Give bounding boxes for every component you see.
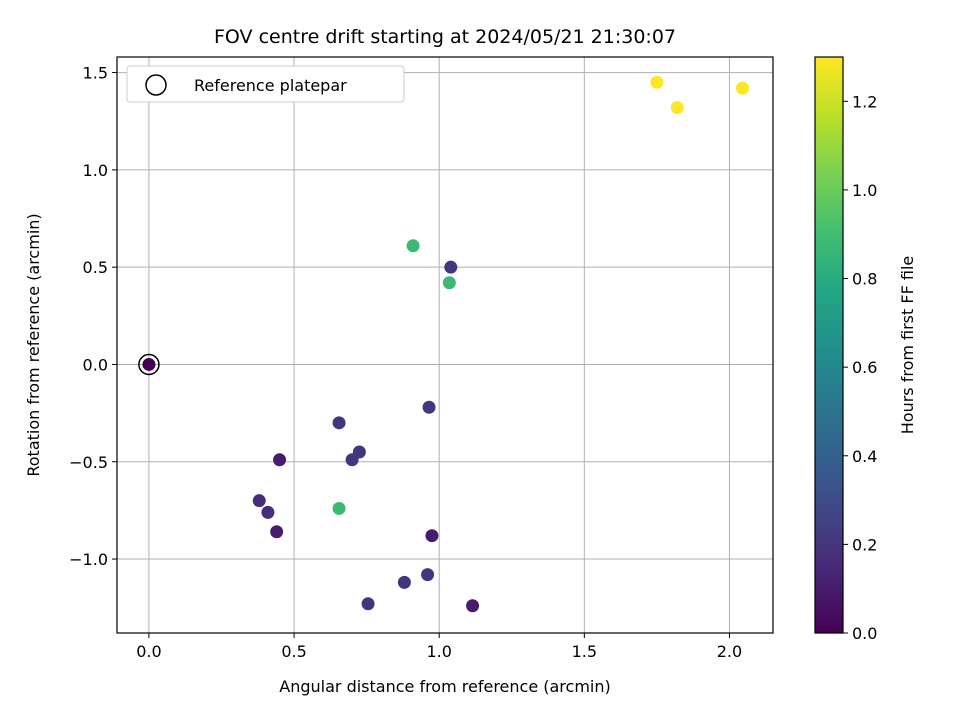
data-point	[332, 501, 346, 515]
y-tick-label: 0.0	[83, 355, 108, 374]
legend-box	[126, 65, 405, 103]
colorbar-ticks: 0.0 0.2 0.4 0.6 0.8 1.0 1.2	[843, 92, 877, 643]
colorbar-tick-label: 1.0	[852, 181, 877, 200]
x-axis-label: Angular distance from reference (arcmin)	[279, 677, 610, 696]
reference-marker	[138, 353, 160, 376]
colorbar-tick-label: 0.0	[852, 624, 877, 643]
data-point	[466, 599, 480, 613]
x-tick-label: 0.0	[136, 642, 161, 661]
colorbar-gradient	[814, 56, 844, 634]
data-point	[650, 75, 664, 89]
y-tick-label: 0.5	[83, 258, 108, 277]
data-point	[444, 260, 458, 274]
y-tick-label: 1.0	[83, 161, 108, 180]
data-point	[421, 568, 435, 582]
colorbar-tick-label: 0.4	[852, 447, 877, 466]
data-point	[332, 416, 346, 430]
y-tick-label: −0.5	[69, 453, 108, 472]
x-tick-label: 0.5	[281, 642, 306, 661]
axis-ticks: 0.0 0.5 1.0 1.5 2.0 −1.0 −0.5 0.0 0.5 1.0 1.5	[69, 64, 742, 661]
scatter-points	[138, 75, 750, 613]
data-point	[406, 239, 420, 253]
data-point	[273, 453, 287, 467]
x-tick-label: 2.0	[717, 642, 742, 661]
x-tick-label: 1.0	[426, 642, 451, 661]
colorbar-label: Hours from first FF file	[898, 256, 917, 435]
legend-marker	[145, 74, 167, 96]
data-point	[736, 81, 750, 95]
colorbar-tick-label: 0.8	[852, 270, 877, 289]
data-point	[442, 276, 456, 290]
legend: Reference platepar	[126, 65, 405, 103]
plot-frame	[116, 56, 774, 634]
colorbar-tick-label: 0.6	[852, 358, 877, 377]
data-point	[397, 575, 411, 589]
data-point	[270, 525, 284, 539]
x-tick-label: 1.5	[572, 642, 597, 661]
colorbar-tick-label: 0.2	[852, 535, 877, 554]
data-point	[252, 494, 266, 508]
colorbar-tick-label: 1.2	[852, 92, 877, 111]
data-point	[361, 597, 375, 611]
colorbar: 0.0 0.2 0.4 0.6 0.8 1.0 1.2 Hours from first F…	[814, 56, 917, 643]
y-axis-label: Rotation from reference (arcmin)	[24, 213, 43, 476]
data-point	[425, 529, 439, 543]
data-point	[422, 400, 436, 414]
chart-title: FOV centre drift starting at 2024/05/21 …	[214, 26, 676, 48]
legend-entry-reference-platepar: Reference platepar	[194, 76, 347, 95]
grid-lines	[117, 57, 773, 633]
y-tick-label: 1.5	[83, 64, 108, 83]
y-tick-label: −1.0	[69, 550, 108, 569]
data-point	[142, 357, 156, 371]
data-point	[352, 445, 366, 459]
data-point	[261, 505, 275, 519]
data-point	[670, 101, 684, 115]
